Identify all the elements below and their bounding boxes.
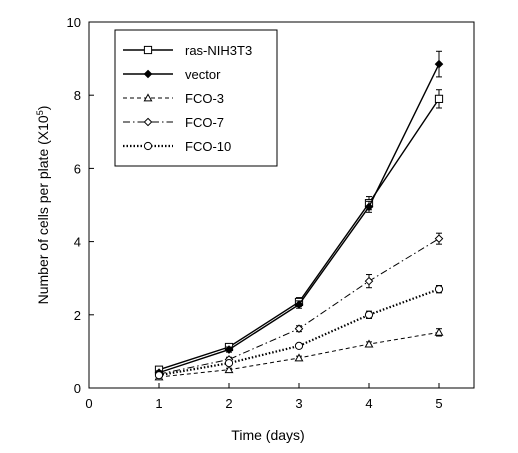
series-1 (154, 50, 444, 377)
y-axis-label: Number of cells per plate (X105) (35, 106, 51, 305)
series-2 (154, 327, 444, 381)
x-tick-label: 3 (295, 396, 302, 411)
legend-label: FCO-7 (185, 115, 224, 130)
axes: 0 1 2 3 4 5 0 2 4 6 8 10 (67, 15, 475, 411)
data-point (364, 339, 374, 348)
legend-box (114, 29, 278, 167)
legend-label: FCO-10 (185, 139, 231, 154)
legend: ras-NIH3T3 vector FCO-3 FCO-7 FCO-10 (114, 29, 278, 167)
legend-marker (143, 45, 153, 55)
plot-marks (154, 50, 444, 381)
data-point (224, 365, 234, 374)
legend-label: vector (185, 67, 221, 82)
legend-marker (143, 117, 153, 127)
x-tick-label: 1 (155, 396, 162, 411)
x-tick-label: 4 (365, 396, 372, 411)
data-point (294, 353, 304, 362)
series-4 (154, 285, 444, 380)
data-point (294, 300, 304, 309)
data-point (434, 327, 444, 336)
legend-marker (143, 93, 153, 102)
y-tick-label: 0 (74, 381, 81, 396)
data-point (364, 276, 374, 286)
legend-label: FCO-3 (185, 91, 224, 106)
data-point (434, 234, 444, 243)
data-point (224, 345, 234, 354)
y-tick-label: 10 (67, 15, 81, 30)
legend-marker (143, 69, 153, 79)
data-point (364, 202, 374, 212)
y-tick-label: 4 (74, 235, 81, 250)
y-tick-label: 8 (74, 88, 81, 103)
x-tick-label: 0 (85, 396, 92, 411)
legend-marker (143, 141, 153, 151)
data-point (154, 371, 164, 380)
y-tick-label: 6 (74, 161, 81, 176)
data-point (434, 94, 444, 103)
legend-label: ras-NIH3T3 (185, 43, 252, 58)
x-axis-label: Time (days) (231, 427, 304, 443)
data-point (294, 341, 304, 351)
y-tick-label: 2 (74, 308, 81, 323)
x-tick-label: 5 (435, 396, 442, 411)
data-point (364, 310, 374, 319)
data-point (294, 324, 304, 334)
plot-frame (88, 21, 475, 389)
x-tick-label: 2 (225, 396, 232, 411)
data-point (434, 285, 444, 294)
data-point (434, 59, 444, 69)
data-point (224, 359, 234, 368)
